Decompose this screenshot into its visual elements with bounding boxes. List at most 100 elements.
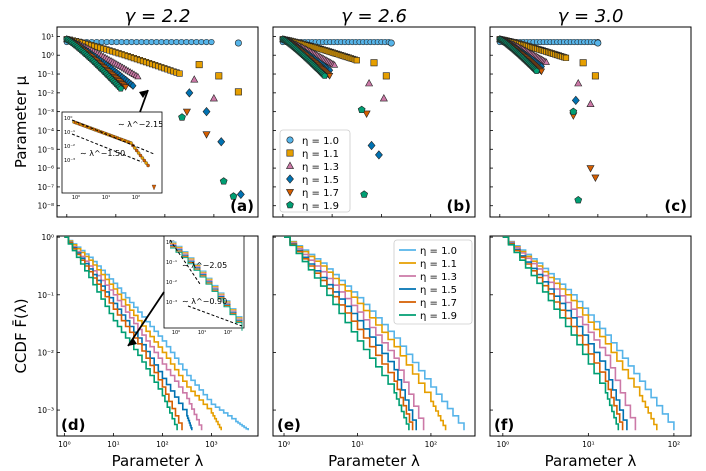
inset-x-tick-label: 10² bbox=[132, 195, 140, 201]
y-tick-label: 10⁻⁷ bbox=[37, 183, 54, 192]
data-layer bbox=[284, 236, 465, 431]
data-point bbox=[591, 72, 599, 80]
inset-a: 10⁰ 10⁻¹ 10⁻² 10⁻³ 10⁰ 10¹ 10² ∼ λ^−2.15 ∼ λ^−1.… bbox=[61, 89, 163, 201]
panel-label: (a) bbox=[230, 197, 254, 215]
data-point bbox=[562, 54, 570, 61]
data-point bbox=[586, 165, 595, 173]
x-tick-label: 10¹ bbox=[351, 440, 364, 449]
data-point bbox=[326, 73, 334, 80]
data-point bbox=[591, 174, 600, 182]
gamma-title: γ = 2.6 bbox=[341, 6, 407, 27]
y-tick-label: 10⁻² bbox=[37, 89, 54, 98]
gamma-title: γ = 2.2 bbox=[125, 6, 191, 27]
inset-y-tick-label: 10⁻² bbox=[166, 280, 177, 286]
y-tick-label: 10⁻² bbox=[37, 348, 54, 357]
data-point bbox=[542, 58, 550, 65]
legend-label: η = 1.9 bbox=[302, 201, 339, 212]
y-tick-label: 10⁰ bbox=[41, 233, 54, 242]
panel-label: (c) bbox=[664, 197, 687, 215]
inset-arrow-head bbox=[139, 90, 148, 98]
data-point bbox=[360, 190, 369, 198]
ccdf-line bbox=[284, 236, 410, 431]
inset-arrow bbox=[127, 291, 165, 347]
x-tick-label: 10² bbox=[425, 440, 438, 449]
ccdf-line bbox=[64, 236, 222, 431]
data-point bbox=[362, 110, 371, 118]
data-point bbox=[586, 99, 595, 107]
data-layer bbox=[502, 236, 675, 431]
data-point bbox=[569, 107, 578, 115]
x-tick-label: 10¹ bbox=[107, 440, 120, 449]
legend-label: η = 1.3 bbox=[420, 272, 457, 283]
data-point bbox=[579, 59, 587, 67]
inset-arrow-head bbox=[128, 338, 137, 346]
data-point bbox=[129, 81, 137, 90]
data-point bbox=[178, 113, 186, 121]
inset-point bbox=[144, 161, 148, 165]
data-layer bbox=[63, 35, 245, 200]
data-point bbox=[195, 61, 203, 69]
inset-y-tick-label: 10⁻¹ bbox=[166, 260, 177, 266]
legend-label: η = 1.3 bbox=[302, 162, 339, 173]
y-tick-label: 10⁻¹ bbox=[37, 70, 54, 79]
data-point bbox=[122, 84, 130, 91]
y-tick-label: 10⁻³ bbox=[37, 108, 54, 117]
x-tick-label: 10³ bbox=[205, 440, 218, 449]
legend-label: η = 1.7 bbox=[420, 298, 457, 309]
legend-label: η = 1.1 bbox=[302, 149, 339, 160]
legend-marker bbox=[285, 161, 295, 169]
data-point bbox=[217, 137, 226, 147]
panel-label: (f) bbox=[494, 416, 514, 434]
data-point bbox=[236, 189, 245, 200]
inset-annotation: ∼ λ^−1.50 bbox=[80, 149, 125, 158]
x-axis-label: Parameter λ bbox=[545, 452, 637, 470]
data-point bbox=[533, 67, 540, 74]
data-point bbox=[379, 94, 388, 102]
inset-point bbox=[136, 151, 141, 155]
inset-point bbox=[142, 158, 147, 163]
y-tick-label: 10⁻⁴ bbox=[37, 126, 54, 135]
legend-label: η = 1.1 bbox=[420, 259, 457, 270]
x-tick-label: 10¹ bbox=[582, 440, 595, 449]
inset-point bbox=[146, 163, 150, 168]
data-point bbox=[370, 59, 378, 67]
data-point bbox=[353, 57, 360, 64]
inset-point bbox=[151, 184, 157, 191]
legend-label: η = 1.7 bbox=[302, 188, 339, 199]
data-point bbox=[176, 70, 183, 77]
legend-frame bbox=[393, 239, 473, 325]
inset-point bbox=[133, 146, 137, 150]
y-tick-label: 10⁻³ bbox=[37, 406, 54, 415]
legend-marker bbox=[286, 136, 294, 144]
data-point bbox=[365, 78, 374, 87]
data-point bbox=[321, 72, 329, 79]
bottom-ylabel: CCDF F̄(λ) bbox=[11, 298, 30, 373]
gamma-title: γ = 3.0 bbox=[558, 6, 624, 27]
ccdf-line bbox=[502, 236, 620, 431]
x-tick-label: 10⁰ bbox=[497, 440, 510, 449]
ccdf-line bbox=[64, 236, 178, 431]
legend-label: η = 1.9 bbox=[420, 311, 457, 322]
inset-annotation: ∼ λ^−2.15 bbox=[118, 120, 163, 129]
data-point bbox=[234, 39, 242, 47]
data-point bbox=[375, 150, 383, 160]
data-point bbox=[219, 177, 228, 185]
data-point bbox=[229, 192, 238, 200]
inset-fit-line bbox=[169, 239, 201, 285]
x-axis-label: Parameter λ bbox=[112, 452, 204, 470]
inset-annotation: ∼ λ^−2.05 bbox=[182, 261, 227, 270]
data-point bbox=[594, 39, 602, 47]
inset-fit-line bbox=[187, 305, 243, 327]
top-panel-3: (c) bbox=[489, 26, 692, 218]
legend-label: η = 1.5 bbox=[420, 285, 457, 296]
bottom-legend: η = 1.0 η = 1.1 η = 1.3 η = 1.5 η = 1.7 η = 1… bbox=[393, 239, 473, 325]
data-point bbox=[209, 94, 218, 102]
legend-marker bbox=[286, 149, 294, 157]
inset-y-tick-label: 10⁻¹ bbox=[64, 130, 75, 136]
data-layer bbox=[279, 35, 395, 198]
x-tick-label: 10² bbox=[668, 440, 681, 449]
bottom-panel-3: 10⁰ 10¹ 10² (f) Parameter λ bbox=[489, 235, 692, 470]
data-point bbox=[330, 61, 339, 68]
inset-x-tick-label: 10² bbox=[224, 330, 232, 336]
